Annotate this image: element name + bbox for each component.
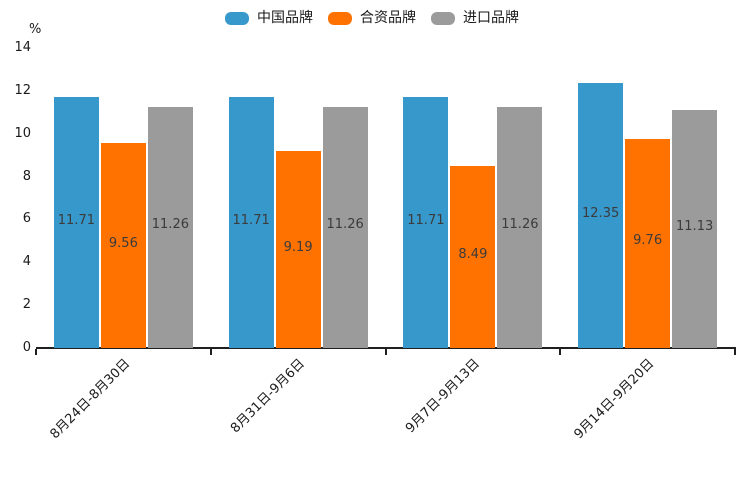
bar-series-0-cat-1[interactable] [228,97,274,348]
legend-swatch-icon [225,11,249,25]
legend: 中国品牌 合资品牌 进口品牌 [0,6,744,30]
legend-item-series-2[interactable]: 进口品牌 [431,11,519,25]
legend-swatch-icon [431,11,455,25]
y-axis-tick-label: 10 [14,125,31,141]
bar-series-1-cat-3[interactable] [625,138,671,348]
legend-swatch-icon [328,11,352,25]
y-axis-tick-label: 4 [22,254,31,270]
bar-series-2-cat-0[interactable] [147,106,193,348]
bar-series-0-cat-0[interactable] [53,97,99,348]
x-axis-category-label: 9月14日-9月20日 [571,356,658,443]
x-axis-category-label: 8月31日-9月6日 [228,356,309,437]
bar-series-1-cat-2[interactable] [450,166,496,348]
y-axis-tick-label: 2 [22,297,31,313]
x-axis-tick [559,349,562,355]
y-axis-tick-label: 12 [14,82,31,98]
x-axis-tick [734,349,736,355]
legend-item-series-1[interactable]: 合资品牌 [328,11,416,25]
y-axis-tick-label: 0 [22,340,31,355]
legend-series-label: 中国品牌 [257,10,313,26]
legend-item-series-0[interactable]: 中国品牌 [225,11,313,25]
legend-series-label: 进口品牌 [463,10,519,26]
bar-series-0-cat-3[interactable] [578,83,624,348]
x-axis-category-label: 8月24日-8月30日 [47,356,134,443]
x-axis-category-label: 9月7日-9月13日 [402,356,483,437]
bar-series-2-cat-1[interactable] [322,106,368,348]
y-axis-tick-label: 8 [22,168,31,184]
bar-series-1-cat-0[interactable] [100,143,146,348]
legend-series-label: 合资品牌 [360,10,416,26]
y-axis-tick-label: 14 [14,40,31,55]
bar-series-0-cat-2[interactable] [403,97,449,348]
bar-series-2-cat-3[interactable] [672,109,718,348]
x-axis-tick [384,349,387,355]
x-axis-line [36,347,736,349]
y-axis-unit-label: % [29,22,42,37]
bar-series-1-cat-1[interactable] [275,151,321,348]
y-axis-tick-label: 6 [22,211,31,227]
x-axis-tick [209,349,212,355]
x-axis-tick [35,349,37,355]
bar-series-2-cat-2[interactable] [497,106,543,348]
